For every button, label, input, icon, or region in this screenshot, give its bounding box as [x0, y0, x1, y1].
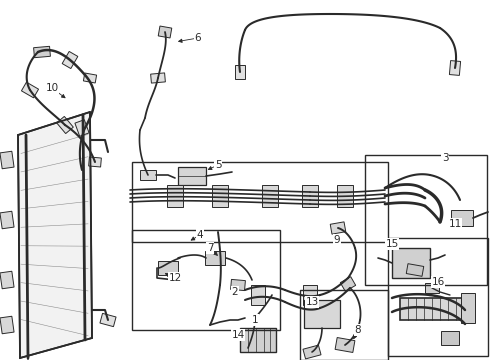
Bar	[62, 51, 78, 68]
Bar	[0, 271, 14, 289]
Bar	[100, 313, 116, 327]
Bar	[365, 155, 487, 285]
Text: 1: 1	[252, 315, 258, 325]
Text: 2: 2	[232, 287, 238, 297]
Bar	[392, 248, 430, 278]
Bar	[132, 230, 280, 330]
Bar	[0, 316, 14, 334]
Bar	[461, 293, 475, 323]
Text: 15: 15	[385, 239, 399, 249]
Text: 4: 4	[196, 230, 203, 240]
Bar	[304, 300, 340, 328]
Text: 6: 6	[195, 33, 201, 43]
Bar	[441, 331, 459, 345]
Text: 9: 9	[334, 235, 341, 245]
Bar	[158, 26, 172, 38]
Bar	[330, 222, 346, 234]
Bar	[132, 162, 388, 242]
Bar	[335, 338, 355, 352]
Bar	[340, 277, 356, 291]
Bar	[451, 210, 473, 226]
Bar	[0, 211, 14, 229]
Bar	[302, 185, 318, 207]
Text: 14: 14	[231, 330, 245, 340]
Bar	[337, 185, 353, 207]
Text: 12: 12	[169, 273, 182, 283]
Bar	[0, 151, 14, 169]
Bar	[140, 170, 156, 180]
Bar	[167, 185, 183, 207]
Polygon shape	[18, 112, 92, 358]
Bar	[75, 120, 89, 136]
Bar	[406, 264, 424, 276]
Bar	[240, 328, 276, 352]
Bar	[205, 251, 225, 265]
Text: 11: 11	[448, 219, 462, 229]
Text: 5: 5	[215, 160, 221, 170]
Bar	[303, 345, 321, 359]
Bar	[83, 73, 97, 83]
Text: 13: 13	[305, 297, 318, 307]
Text: 8: 8	[355, 325, 361, 335]
Text: 10: 10	[46, 83, 59, 93]
Bar	[449, 60, 461, 75]
Bar	[388, 238, 488, 356]
Bar	[231, 279, 245, 291]
Bar	[262, 185, 278, 207]
Bar	[158, 261, 178, 275]
Bar	[300, 290, 388, 360]
Bar	[150, 73, 165, 83]
Bar	[22, 82, 39, 98]
Bar	[34, 46, 50, 58]
Text: 7: 7	[207, 243, 213, 253]
Text: 16: 16	[431, 277, 444, 287]
Text: 3: 3	[441, 153, 448, 163]
Bar	[251, 285, 265, 305]
Bar	[303, 285, 317, 305]
Bar	[178, 167, 206, 185]
Bar	[212, 185, 228, 207]
Bar	[425, 283, 439, 293]
Bar	[249, 335, 261, 345]
Bar	[235, 65, 245, 79]
Bar	[89, 157, 101, 167]
Bar	[57, 116, 74, 134]
Bar	[400, 298, 462, 320]
